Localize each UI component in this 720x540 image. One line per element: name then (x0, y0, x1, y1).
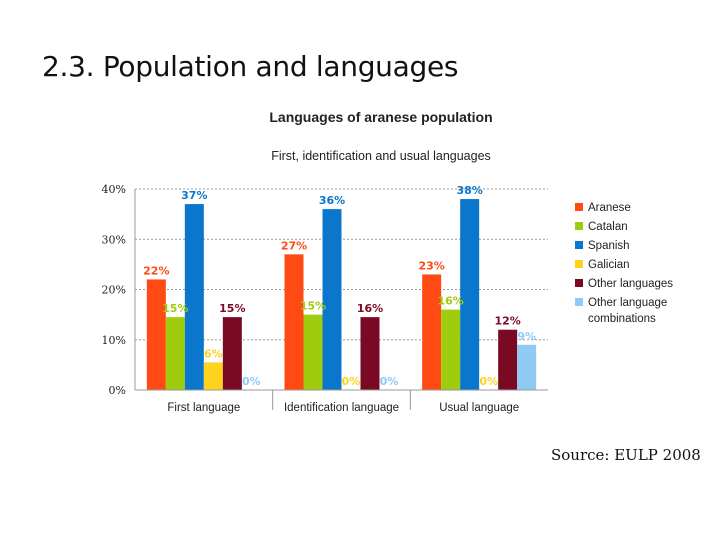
data-label: 0% (380, 375, 399, 388)
data-label: 0% (242, 375, 261, 388)
data-label: 16% (437, 295, 463, 308)
data-label: 12% (494, 315, 520, 328)
bar (360, 317, 380, 390)
data-label: 0% (479, 375, 498, 388)
data-label: 23% (418, 259, 444, 272)
y-tick-label: 30% (102, 233, 126, 246)
chart-subtitle: First, identification and usual language… (271, 149, 491, 163)
data-label: 6% (204, 347, 223, 360)
category-label: Identification language (284, 402, 399, 414)
bar (203, 362, 223, 390)
data-label: 15% (162, 302, 188, 315)
chart-title: Languages of aranese population (269, 109, 492, 125)
y-tick-label: 10% (102, 334, 126, 347)
legend-label: Galician (588, 259, 630, 271)
data-label: 38% (456, 184, 482, 197)
legend-swatch (575, 222, 583, 230)
data-label: 0% (342, 375, 361, 388)
legend-swatch (575, 279, 583, 287)
bar (284, 254, 304, 390)
slide-title: 2.3. Population and languages (42, 50, 459, 83)
legend-swatch (575, 298, 583, 306)
legend-swatch (575, 203, 583, 211)
bar (460, 199, 480, 390)
y-tick-label: 40% (102, 183, 126, 196)
legend-label: Spanish (588, 240, 630, 252)
bar (517, 344, 537, 390)
data-label: 9% (517, 330, 536, 343)
bar (184, 204, 204, 390)
legend-label: Other language combinations (588, 297, 667, 325)
category-label: First language (167, 402, 240, 414)
bar (303, 314, 323, 390)
data-label: 37% (181, 189, 207, 202)
legend-swatch (575, 241, 583, 249)
data-label: 15% (219, 302, 245, 315)
legend-swatch (575, 260, 583, 268)
y-tick-label: 0% (109, 384, 126, 397)
bar (441, 309, 461, 390)
data-label: 27% (281, 239, 307, 252)
legend-label: Other languages (588, 278, 673, 290)
bar (422, 274, 442, 390)
bar (222, 317, 242, 390)
data-label: 22% (143, 264, 169, 277)
bar (322, 209, 342, 390)
bar (165, 317, 185, 390)
data-label: 15% (300, 300, 326, 313)
data-label: 16% (357, 302, 383, 315)
legend-label: Catalan (588, 221, 628, 233)
legend-label: Aranese (588, 202, 631, 214)
category-label: Usual language (439, 402, 519, 414)
bar (498, 329, 518, 390)
source-note: Source: EULP 2008 (551, 446, 701, 464)
bar (146, 279, 166, 390)
data-label: 36% (319, 194, 345, 207)
y-tick-label: 20% (102, 284, 126, 297)
